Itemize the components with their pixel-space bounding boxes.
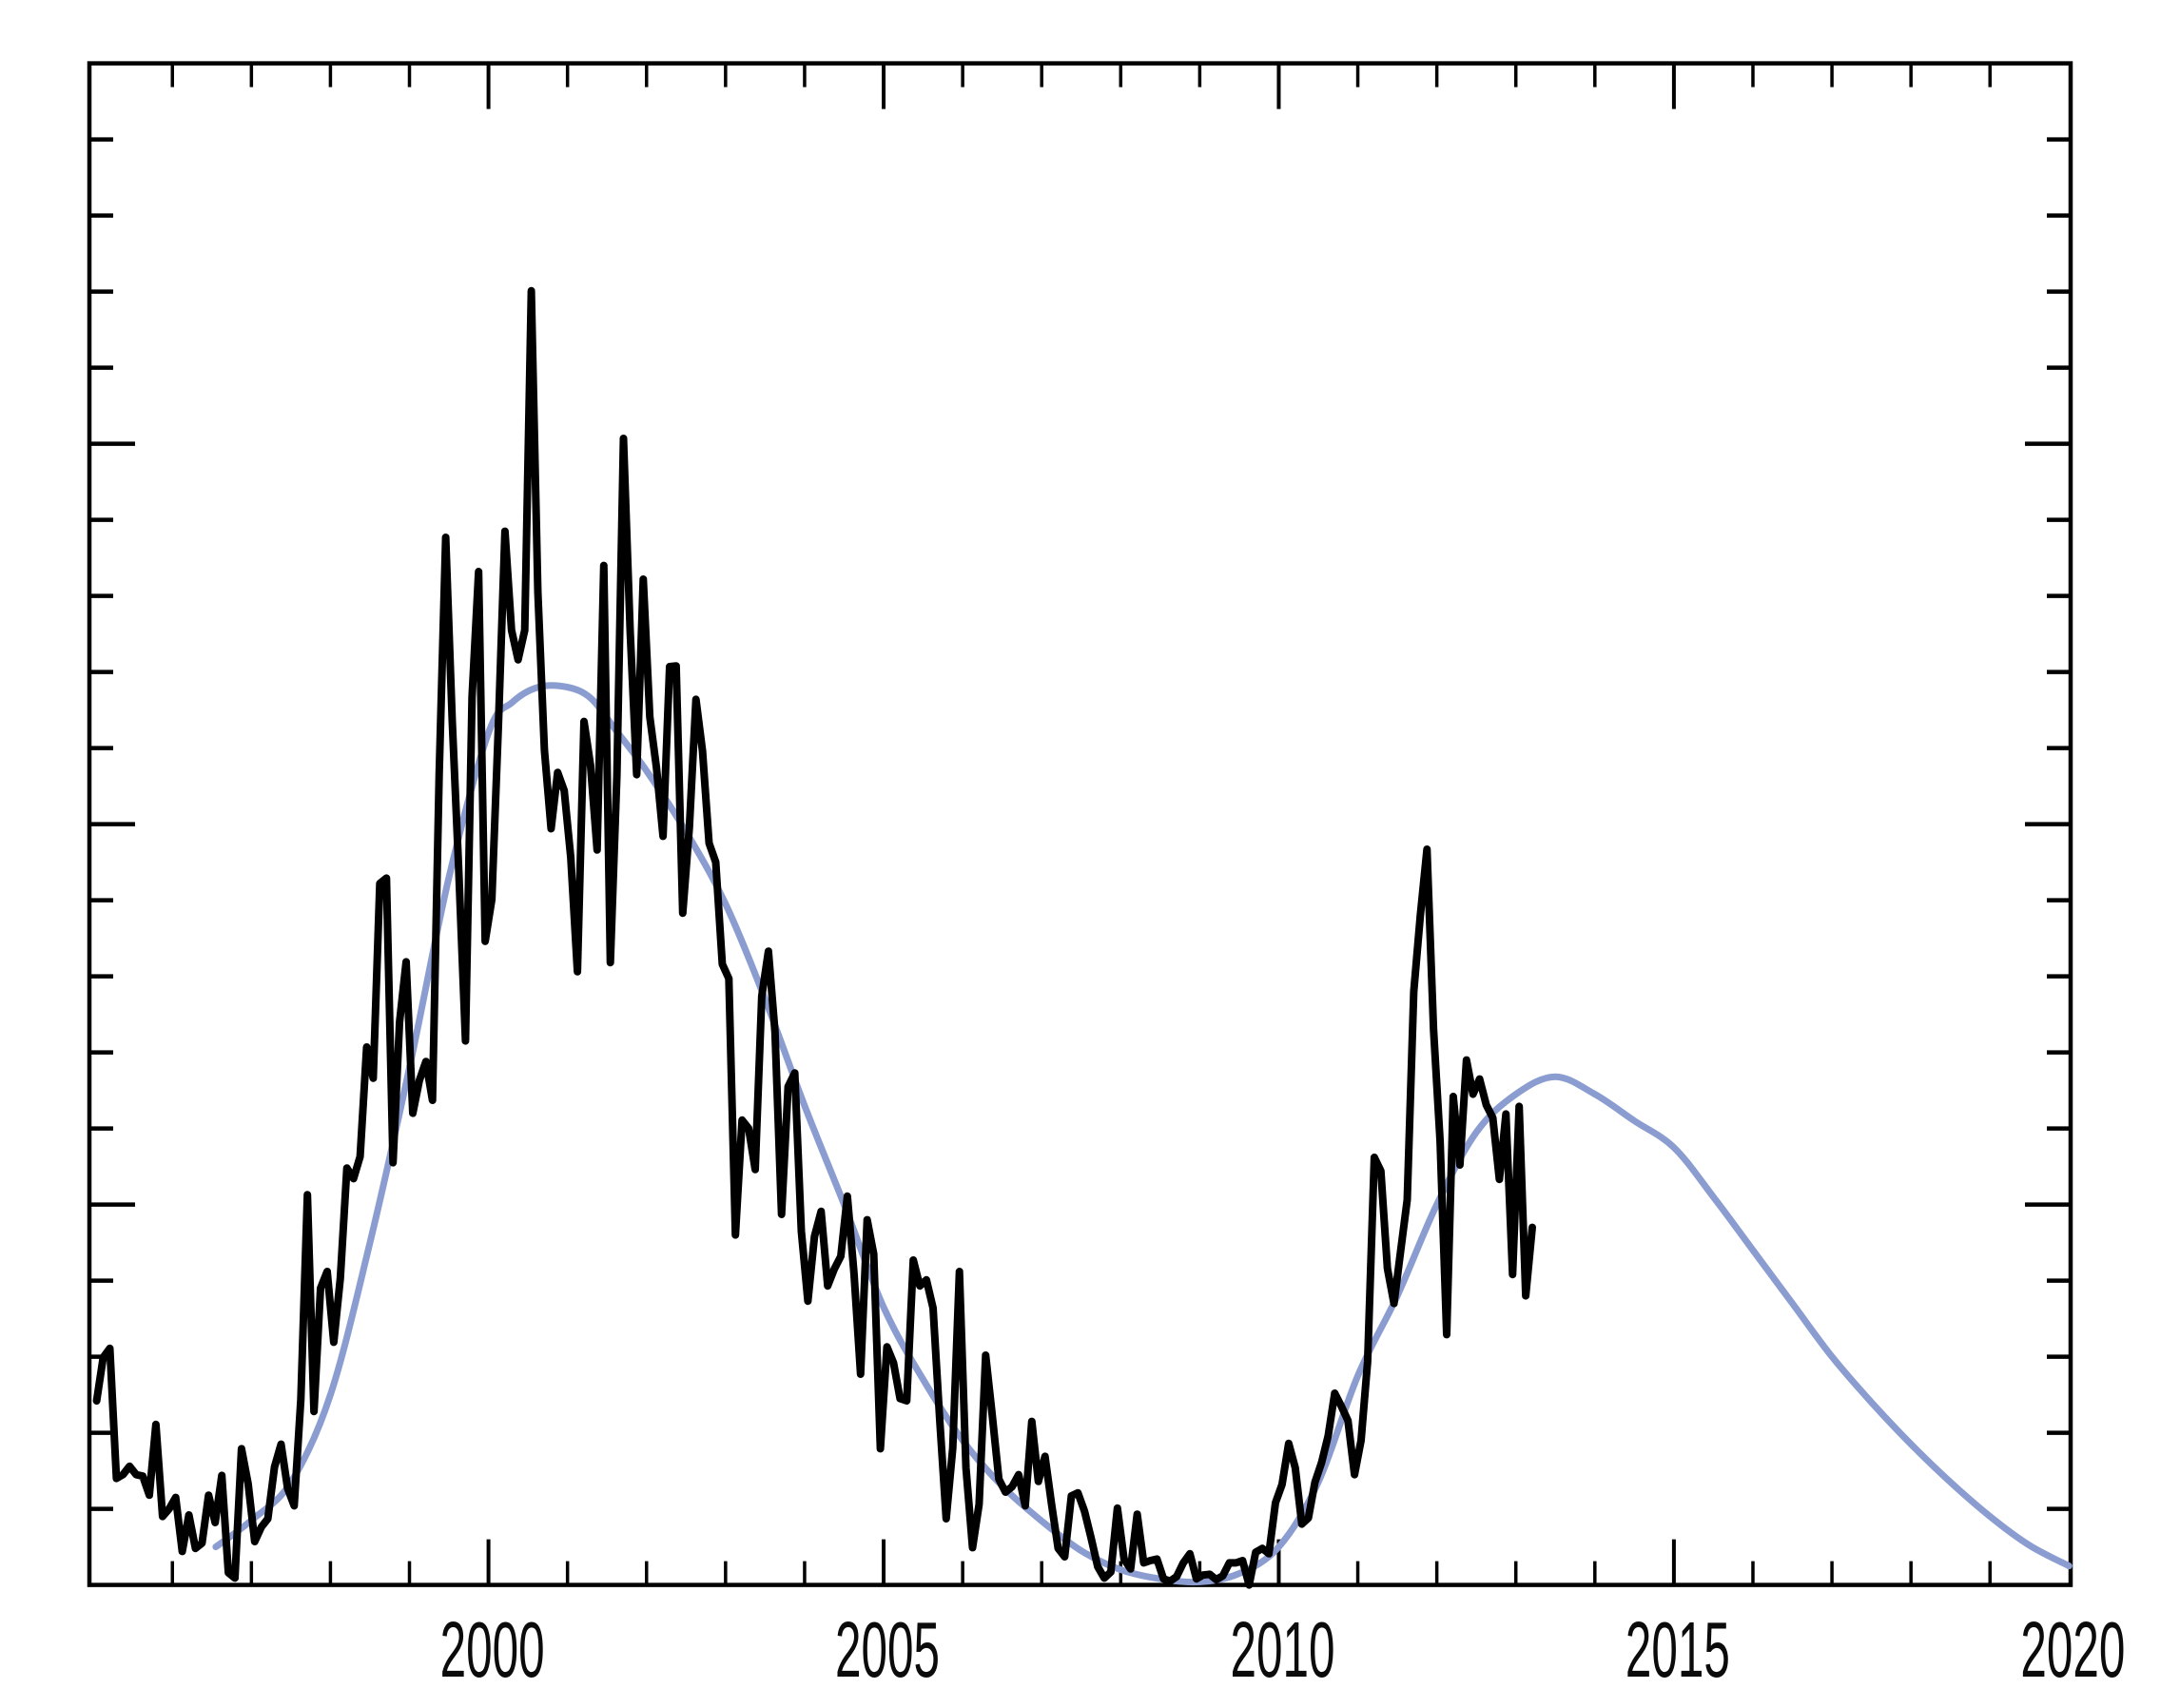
axis-ticks — [89, 63, 2071, 1585]
plot-frame — [87, 61, 2073, 1587]
x-tick-label: 2010 — [1230, 1605, 1334, 1694]
x-tick-label: 2015 — [1625, 1605, 1730, 1694]
data-series — [92, 286, 2073, 1589]
x-tick-label: 2005 — [835, 1605, 940, 1694]
x-tick-label: 2000 — [440, 1605, 545, 1694]
plot-frame-rect — [87, 61, 2073, 1587]
x-axis-tick-labels: 2000 2005 2010 2015 2020 — [440, 1605, 2126, 1694]
observed-series-line — [92, 286, 1536, 1589]
x-tick-label: 2020 — [2020, 1605, 2125, 1694]
